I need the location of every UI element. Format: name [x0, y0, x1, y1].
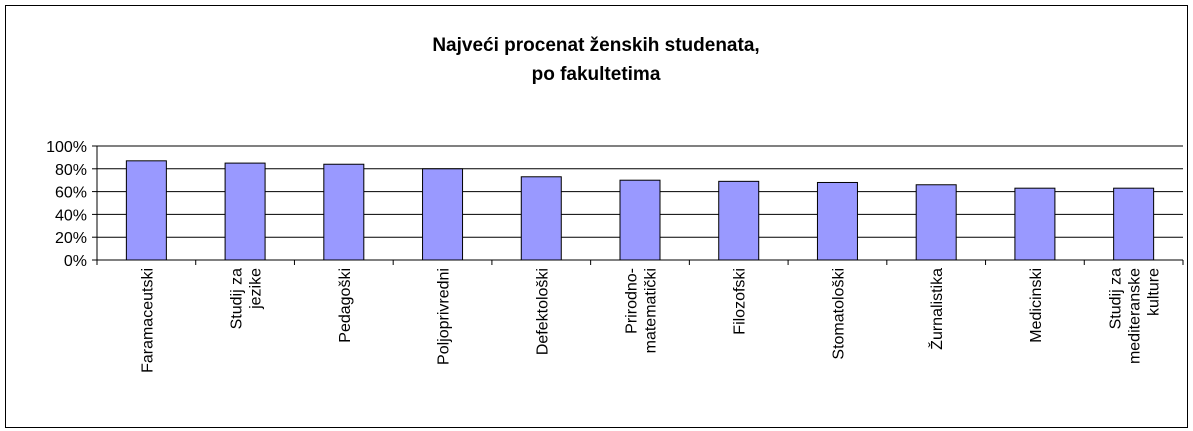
x-tick-label: Studij za	[229, 268, 246, 329]
chart-title: po fakultetima	[532, 64, 661, 85]
bar	[224, 162, 266, 261]
y-tick-label: 0%	[64, 253, 87, 270]
x-tick-label: Filozofski	[732, 268, 749, 335]
bar	[718, 180, 760, 261]
x-tick-label: Studij za	[1108, 268, 1125, 329]
x-tick-label: matematički	[643, 268, 660, 353]
x-tick-label: kulture	[1146, 268, 1163, 316]
y-tick-label: 60%	[55, 185, 87, 202]
bar	[125, 160, 167, 261]
bar	[1014, 187, 1056, 261]
y-tick-label: 100%	[46, 139, 87, 156]
bar	[1113, 187, 1155, 261]
x-tick-label: Stomatološki	[830, 268, 847, 360]
chart-title: Najveći procenat ženskih studenata,	[432, 35, 759, 56]
x-tick-label: Prirodno-	[624, 268, 641, 334]
bar	[520, 176, 562, 261]
chart-frame	[5, 5, 1188, 428]
x-tick-label: Medicinski	[1028, 268, 1045, 343]
x-tick-label: Poljoprivredni	[436, 268, 453, 365]
x-tick-label: Defektološki	[534, 268, 551, 355]
bar	[619, 179, 661, 261]
x-tick-label: Faramaceutski	[139, 268, 156, 373]
y-tick-label: 20%	[55, 230, 87, 247]
bar	[915, 184, 957, 261]
bar	[422, 168, 464, 261]
y-tick-label: 80%	[55, 162, 87, 179]
y-tick-label: 40%	[55, 207, 87, 224]
x-tick-label: Pedagoški	[337, 268, 354, 343]
bar	[323, 163, 365, 261]
x-tick-label: Žurnalistika	[927, 268, 946, 350]
x-tick-label: mediteranske	[1127, 268, 1144, 364]
x-tick-label: jezike	[248, 268, 265, 310]
bar	[816, 181, 858, 261]
